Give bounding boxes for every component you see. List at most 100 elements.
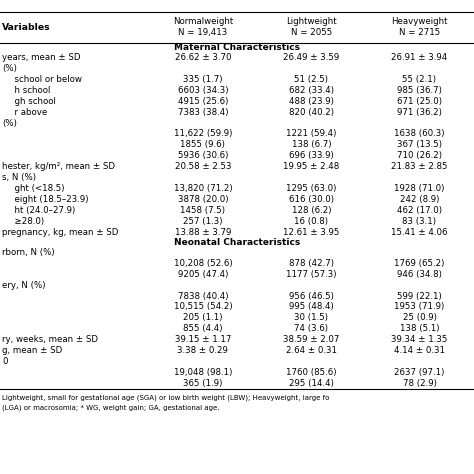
Text: 1928 (71.0): 1928 (71.0) bbox=[394, 184, 445, 193]
Text: (%): (%) bbox=[2, 64, 17, 73]
Text: Heavyweight: Heavyweight bbox=[391, 17, 448, 26]
Text: 257 (1.3): 257 (1.3) bbox=[183, 217, 223, 226]
Text: eight (18.5–23.9): eight (18.5–23.9) bbox=[9, 195, 89, 204]
Text: s, N (%): s, N (%) bbox=[2, 173, 36, 182]
Text: 295 (14.4): 295 (14.4) bbox=[289, 379, 334, 388]
Text: 1769 (65.2): 1769 (65.2) bbox=[394, 259, 445, 268]
Text: 19.95 ± 2.48: 19.95 ± 2.48 bbox=[283, 162, 339, 171]
Text: (%): (%) bbox=[2, 118, 17, 128]
Text: 1638 (60.3): 1638 (60.3) bbox=[394, 129, 445, 138]
Text: 335 (1.7): 335 (1.7) bbox=[183, 75, 223, 84]
Text: 367 (13.5): 367 (13.5) bbox=[397, 140, 442, 149]
Text: 26.49 ± 3.59: 26.49 ± 3.59 bbox=[283, 53, 339, 62]
Text: 696 (33.9): 696 (33.9) bbox=[289, 151, 334, 160]
Text: 128 (6.2): 128 (6.2) bbox=[292, 206, 331, 215]
Text: Lightweight: Lightweight bbox=[286, 17, 337, 26]
Text: ry, weeks, mean ± SD: ry, weeks, mean ± SD bbox=[2, 335, 99, 344]
Text: 26.91 ± 3.94: 26.91 ± 3.94 bbox=[392, 53, 447, 62]
Text: Variables: Variables bbox=[2, 23, 51, 32]
Text: 15.41 ± 4.06: 15.41 ± 4.06 bbox=[391, 228, 448, 237]
Text: 83 (3.1): 83 (3.1) bbox=[402, 217, 437, 226]
Text: 39.34 ± 1.35: 39.34 ± 1.35 bbox=[392, 335, 447, 344]
Text: 19,048 (98.1): 19,048 (98.1) bbox=[173, 368, 232, 377]
Text: 1953 (71.9): 1953 (71.9) bbox=[394, 302, 445, 311]
Text: 10,515 (54.2): 10,515 (54.2) bbox=[173, 302, 232, 311]
Text: 20.58 ± 2.53: 20.58 ± 2.53 bbox=[174, 162, 231, 171]
Text: h school: h school bbox=[9, 86, 51, 95]
Text: 55 (2.1): 55 (2.1) bbox=[402, 75, 437, 84]
Text: school or below: school or below bbox=[9, 75, 82, 84]
Text: 10,208 (52.6): 10,208 (52.6) bbox=[173, 259, 232, 268]
Text: hester, kg/m², mean ± SD: hester, kg/m², mean ± SD bbox=[2, 162, 115, 171]
Text: 1295 (63.0): 1295 (63.0) bbox=[286, 184, 337, 193]
Text: pregnancy, kg, mean ± SD: pregnancy, kg, mean ± SD bbox=[2, 228, 119, 237]
Text: 7838 (40.4): 7838 (40.4) bbox=[178, 292, 228, 301]
Text: 855 (4.4): 855 (4.4) bbox=[183, 324, 223, 333]
Text: Neonatal Characteristics: Neonatal Characteristics bbox=[174, 238, 300, 246]
Text: 946 (34.8): 946 (34.8) bbox=[397, 270, 442, 279]
Text: 1760 (85.6): 1760 (85.6) bbox=[286, 368, 337, 377]
Text: 138 (6.7): 138 (6.7) bbox=[292, 140, 331, 149]
Text: 242 (8.9): 242 (8.9) bbox=[400, 195, 439, 204]
Text: N = 19,413: N = 19,413 bbox=[178, 28, 228, 37]
Text: Lightweight, small for gestational age (SGA) or low birth weight (LBW); Heavywei: Lightweight, small for gestational age (… bbox=[2, 394, 330, 401]
Text: ht (24.0–27.9): ht (24.0–27.9) bbox=[9, 206, 76, 215]
Text: 985 (36.7): 985 (36.7) bbox=[397, 86, 442, 95]
Text: gh school: gh school bbox=[9, 97, 56, 106]
Text: 7383 (38.4): 7383 (38.4) bbox=[178, 108, 228, 117]
Text: 995 (48.4): 995 (48.4) bbox=[289, 302, 334, 311]
Text: 488 (23.9): 488 (23.9) bbox=[289, 97, 334, 106]
Text: N = 2055: N = 2055 bbox=[291, 28, 332, 37]
Text: Maternal Characteristics: Maternal Characteristics bbox=[174, 43, 300, 52]
Text: 51 (2.5): 51 (2.5) bbox=[294, 75, 328, 84]
Text: rborn, N (%): rborn, N (%) bbox=[2, 248, 55, 257]
Text: 599 (22.1): 599 (22.1) bbox=[397, 292, 442, 301]
Text: 5936 (30.6): 5936 (30.6) bbox=[178, 151, 228, 160]
Text: ght (<18.5): ght (<18.5) bbox=[9, 184, 65, 193]
Text: years, mean ± SD: years, mean ± SD bbox=[2, 53, 81, 62]
Text: ery, N (%): ery, N (%) bbox=[2, 281, 46, 290]
Text: 6603 (34.3): 6603 (34.3) bbox=[178, 86, 228, 95]
Text: 878 (42.7): 878 (42.7) bbox=[289, 259, 334, 268]
Text: 11,622 (59.9): 11,622 (59.9) bbox=[173, 129, 232, 138]
Text: ≥28.0): ≥28.0) bbox=[9, 217, 45, 226]
Text: 21.83 ± 2.85: 21.83 ± 2.85 bbox=[391, 162, 448, 171]
Text: 4.14 ± 0.31: 4.14 ± 0.31 bbox=[394, 346, 445, 355]
Text: 956 (46.5): 956 (46.5) bbox=[289, 292, 334, 301]
Text: 78 (2.9): 78 (2.9) bbox=[402, 379, 437, 388]
Text: 1177 (57.3): 1177 (57.3) bbox=[286, 270, 337, 279]
Text: r above: r above bbox=[9, 108, 48, 117]
Text: 820 (40.2): 820 (40.2) bbox=[289, 108, 334, 117]
Text: 1458 (7.5): 1458 (7.5) bbox=[181, 206, 225, 215]
Text: 39.15 ± 1.17: 39.15 ± 1.17 bbox=[175, 335, 231, 344]
Text: Normalweight: Normalweight bbox=[173, 17, 233, 26]
Text: 710 (26.2): 710 (26.2) bbox=[397, 151, 442, 160]
Text: 4915 (25.6): 4915 (25.6) bbox=[178, 97, 228, 106]
Text: 13.88 ± 3.79: 13.88 ± 3.79 bbox=[175, 228, 231, 237]
Text: 2637 (97.1): 2637 (97.1) bbox=[394, 368, 445, 377]
Text: N = 2715: N = 2715 bbox=[399, 28, 440, 37]
Text: 1221 (59.4): 1221 (59.4) bbox=[286, 129, 337, 138]
Text: 16 (0.8): 16 (0.8) bbox=[294, 217, 328, 226]
Text: 13,820 (71.2): 13,820 (71.2) bbox=[173, 184, 232, 193]
Text: 462 (17.0): 462 (17.0) bbox=[397, 206, 442, 215]
Text: 3878 (20.0): 3878 (20.0) bbox=[178, 195, 228, 204]
Text: g, mean ± SD: g, mean ± SD bbox=[2, 346, 63, 355]
Text: 1855 (9.6): 1855 (9.6) bbox=[181, 140, 225, 149]
Text: 9205 (47.4): 9205 (47.4) bbox=[178, 270, 228, 279]
Text: 2.64 ± 0.31: 2.64 ± 0.31 bbox=[286, 346, 337, 355]
Text: 971 (36.2): 971 (36.2) bbox=[397, 108, 442, 117]
Text: 74 (3.6): 74 (3.6) bbox=[294, 324, 328, 333]
Text: 365 (1.9): 365 (1.9) bbox=[183, 379, 223, 388]
Text: 3.38 ± 0.29: 3.38 ± 0.29 bbox=[177, 346, 228, 355]
Text: 26.62 ± 3.70: 26.62 ± 3.70 bbox=[174, 53, 231, 62]
Text: 12.61 ± 3.95: 12.61 ± 3.95 bbox=[283, 228, 339, 237]
Text: 205 (1.1): 205 (1.1) bbox=[183, 313, 223, 322]
Text: 671 (25.0): 671 (25.0) bbox=[397, 97, 442, 106]
Text: 682 (33.4): 682 (33.4) bbox=[289, 86, 334, 95]
Text: 38.59 ± 2.07: 38.59 ± 2.07 bbox=[283, 335, 339, 344]
Text: 616 (30.0): 616 (30.0) bbox=[289, 195, 334, 204]
Text: 0: 0 bbox=[2, 357, 8, 366]
Text: (LGA) or macrosomia; * WG, weight gain; GA, gestational age.: (LGA) or macrosomia; * WG, weight gain; … bbox=[2, 405, 220, 411]
Text: 25 (0.9): 25 (0.9) bbox=[402, 313, 437, 322]
